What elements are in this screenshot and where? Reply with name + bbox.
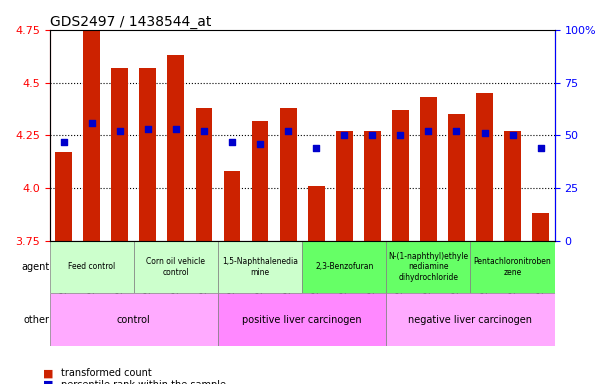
Bar bbox=[83, 30, 100, 241]
Bar bbox=[224, 171, 240, 241]
Point bbox=[339, 132, 349, 138]
Bar bbox=[308, 186, 324, 241]
Bar bbox=[420, 98, 437, 241]
Text: positive liver carcinogen: positive liver carcinogen bbox=[243, 314, 362, 324]
FancyBboxPatch shape bbox=[302, 241, 386, 293]
Text: Corn oil vehicle
control: Corn oil vehicle control bbox=[147, 257, 205, 277]
Bar bbox=[139, 68, 156, 241]
Text: ■: ■ bbox=[43, 368, 53, 378]
Text: GDS2497 / 1438544_at: GDS2497 / 1438544_at bbox=[49, 15, 211, 29]
Point bbox=[395, 132, 405, 138]
Point bbox=[536, 145, 546, 151]
Bar bbox=[252, 121, 268, 241]
Text: control: control bbox=[117, 314, 151, 324]
Point bbox=[171, 126, 181, 132]
Bar bbox=[364, 131, 381, 241]
Text: 1,5-Naphthalenedia
mine: 1,5-Naphthalenedia mine bbox=[222, 257, 298, 277]
Text: percentile rank within the sample: percentile rank within the sample bbox=[61, 380, 226, 384]
Point bbox=[199, 128, 209, 134]
Text: other: other bbox=[24, 314, 49, 324]
Bar bbox=[336, 131, 353, 241]
Point bbox=[480, 130, 489, 136]
Text: negative liver carcinogen: negative liver carcinogen bbox=[409, 314, 532, 324]
Bar bbox=[448, 114, 465, 241]
FancyBboxPatch shape bbox=[218, 241, 302, 293]
Point bbox=[227, 139, 237, 145]
FancyBboxPatch shape bbox=[49, 241, 134, 293]
Point bbox=[311, 145, 321, 151]
FancyBboxPatch shape bbox=[49, 293, 218, 346]
Point bbox=[508, 132, 518, 138]
Text: ■: ■ bbox=[43, 380, 53, 384]
FancyBboxPatch shape bbox=[218, 293, 386, 346]
Bar bbox=[532, 213, 549, 241]
FancyBboxPatch shape bbox=[386, 241, 470, 293]
Point bbox=[367, 132, 377, 138]
Bar bbox=[167, 55, 185, 241]
Bar bbox=[476, 93, 493, 241]
Point bbox=[143, 126, 153, 132]
Point bbox=[59, 139, 68, 145]
Point bbox=[255, 141, 265, 147]
Bar bbox=[504, 131, 521, 241]
Point bbox=[452, 128, 461, 134]
Text: Pentachloronitroben
zene: Pentachloronitroben zene bbox=[474, 257, 552, 277]
Bar bbox=[196, 108, 213, 241]
Point bbox=[87, 120, 97, 126]
Bar bbox=[111, 68, 128, 241]
Bar bbox=[55, 152, 72, 241]
Bar bbox=[392, 110, 409, 241]
FancyBboxPatch shape bbox=[386, 293, 555, 346]
Point bbox=[423, 128, 433, 134]
FancyBboxPatch shape bbox=[134, 241, 218, 293]
Text: Feed control: Feed control bbox=[68, 263, 115, 271]
Text: 2,3-Benzofuran: 2,3-Benzofuran bbox=[315, 263, 373, 271]
Text: agent: agent bbox=[21, 262, 49, 272]
Bar bbox=[280, 108, 296, 241]
Text: N-(1-naphthyl)ethyle
nediamine
dihydrochloride: N-(1-naphthyl)ethyle nediamine dihydroch… bbox=[389, 252, 469, 282]
Point bbox=[115, 128, 125, 134]
Text: transformed count: transformed count bbox=[61, 368, 152, 378]
FancyBboxPatch shape bbox=[470, 241, 555, 293]
Point bbox=[284, 128, 293, 134]
